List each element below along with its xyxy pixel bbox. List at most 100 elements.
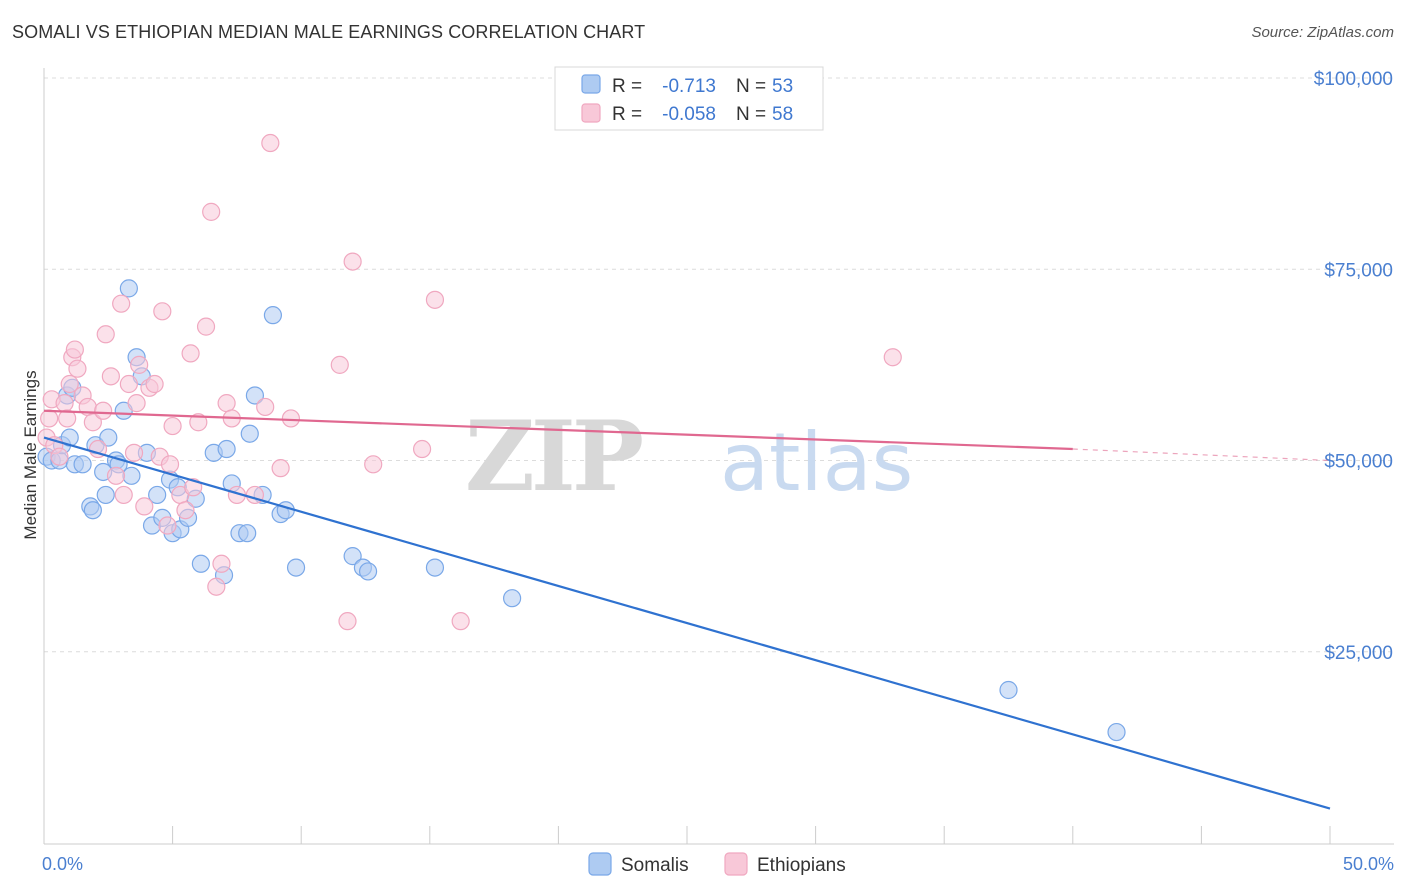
point-ethiopians-29 xyxy=(153,302,172,321)
point-somalis-38 xyxy=(238,524,257,543)
point-somalis-49 xyxy=(425,558,445,577)
point-somalis-48 xyxy=(358,562,378,581)
point-ethiopians-57 xyxy=(883,348,902,367)
point-ethiopians-31 xyxy=(160,455,180,474)
y-tick-3: $100,000 xyxy=(1314,69,1393,90)
point-ethiopians-49 xyxy=(281,409,301,428)
legend-r-label-1: R = xyxy=(612,104,642,125)
point-ethiopians-37 xyxy=(189,413,208,432)
bottom-legend: Somalis Ethiopians xyxy=(588,852,846,876)
x-tick-1: 50.0% xyxy=(1343,854,1394,874)
point-somalis-40 xyxy=(245,386,265,405)
point-ethiopians-17 xyxy=(101,367,120,386)
watermark-atlas: atlas xyxy=(720,416,913,509)
point-ethiopians-16 xyxy=(96,325,115,344)
point-ethiopians-46 xyxy=(256,397,275,417)
y-axis-label: Median Male Earnings xyxy=(21,370,40,539)
point-ethiopians-34 xyxy=(176,501,195,520)
point-ethiopians-18 xyxy=(106,466,126,485)
trend-line-ethiopians-extension xyxy=(1072,448,1331,462)
y-tick-2: $75,000 xyxy=(1324,260,1393,281)
watermark: ZIP atlas xyxy=(465,400,914,513)
point-ethiopians-1 xyxy=(40,409,59,428)
point-ethiopians-23 xyxy=(127,394,146,413)
point-ethiopians-27 xyxy=(145,374,164,394)
legend-n-value-0: 53 xyxy=(772,76,793,97)
point-ethiopians-55 xyxy=(425,290,445,309)
legend-r-label-0: R = xyxy=(612,76,642,97)
trend-lines xyxy=(43,409,1331,810)
point-ethiopians-52 xyxy=(343,252,362,271)
chart-title: SOMALI VS ETHIOPIAN MEDIAN MALE EARNINGS… xyxy=(12,22,646,42)
point-ethiopians-51 xyxy=(338,612,357,631)
point-somalis-32 xyxy=(191,554,210,573)
point-ethiopians-20 xyxy=(114,485,133,505)
point-ethiopians-47 xyxy=(261,133,280,153)
point-somalis-35 xyxy=(217,439,236,459)
legend-n-value-1: 58 xyxy=(772,104,793,125)
trend-line-ethiopians xyxy=(43,409,1073,451)
axes: $25,000 $50,000 $75,000 $100,000 xyxy=(43,68,1394,845)
point-ethiopians-25 xyxy=(135,497,154,516)
point-ethiopians-24 xyxy=(130,355,149,374)
point-somalis-39 xyxy=(240,424,259,443)
point-somalis-13 xyxy=(96,485,115,505)
legend-swatch-somalis xyxy=(581,74,601,94)
legend-n-label-1: N = xyxy=(736,104,766,125)
point-ethiopians-42 xyxy=(217,394,236,413)
watermark-zip: ZIP xyxy=(465,400,642,513)
point-ethiopians-19 xyxy=(112,294,131,313)
point-somalis-51 xyxy=(999,680,1018,700)
point-ethiopians-21 xyxy=(119,374,138,394)
point-somalis-46 xyxy=(343,547,362,566)
point-ethiopians-30 xyxy=(158,516,177,535)
point-ethiopians-9 xyxy=(65,340,84,359)
point-somalis-14 xyxy=(99,428,118,447)
point-ethiopians-48 xyxy=(271,459,290,478)
trend-line-somalis xyxy=(43,436,1331,810)
point-ethiopians-40 xyxy=(207,577,226,596)
point-somalis-42 xyxy=(263,306,283,325)
x-tick-0: 0.0% xyxy=(42,854,83,874)
point-ethiopians-6 xyxy=(58,409,77,428)
point-ethiopians-32 xyxy=(163,416,182,436)
point-ethiopians-7 xyxy=(60,374,79,394)
point-ethiopians-15 xyxy=(94,401,113,420)
point-ethiopians-38 xyxy=(196,317,216,336)
point-ethiopians-54 xyxy=(412,439,432,459)
point-somalis-18 xyxy=(119,279,138,298)
bottom-legend-swatch-ethiopians xyxy=(724,852,748,876)
points xyxy=(37,133,1126,742)
point-somalis-10 xyxy=(83,501,102,520)
point-ethiopians-56 xyxy=(451,612,470,631)
source-label: Source: ZipAtlas.com xyxy=(1251,24,1394,41)
legend-r-value-0: -0.713 xyxy=(662,76,716,97)
point-ethiopians-4 xyxy=(50,447,69,466)
legend-r-value-1: -0.058 xyxy=(662,104,716,125)
point-ethiopians-53 xyxy=(364,455,383,474)
point-somalis-19 xyxy=(122,466,141,485)
point-ethiopians-50 xyxy=(330,355,349,374)
point-ethiopians-5 xyxy=(55,394,74,413)
y-tick-0: $25,000 xyxy=(1324,643,1393,664)
grid xyxy=(44,77,1394,653)
point-somalis-24 xyxy=(148,485,167,505)
point-ethiopians-35 xyxy=(181,344,200,363)
point-somalis-44 xyxy=(276,501,295,520)
point-somalis-8 xyxy=(73,455,92,474)
point-ethiopians-39 xyxy=(202,202,221,221)
y-tick-1: $50,000 xyxy=(1324,452,1393,473)
bottom-legend-ethiopians: Ethiopians xyxy=(757,855,846,876)
point-somalis-50 xyxy=(503,589,522,608)
point-ethiopians-10 xyxy=(68,359,87,378)
point-somalis-45 xyxy=(286,558,306,577)
point-ethiopians-41 xyxy=(212,554,231,573)
point-ethiopians-36 xyxy=(184,478,203,497)
legend: R = -0.713 N = 53 R = -0.058 N = 58 xyxy=(554,66,824,131)
bottom-legend-swatch-somalis xyxy=(588,852,612,876)
legend-n-label-0: N = xyxy=(736,76,766,97)
bottom-legend-somalis: Somalis xyxy=(621,855,689,876)
point-ethiopians-13 xyxy=(83,413,102,432)
legend-swatch-ethiopians xyxy=(581,103,601,123)
